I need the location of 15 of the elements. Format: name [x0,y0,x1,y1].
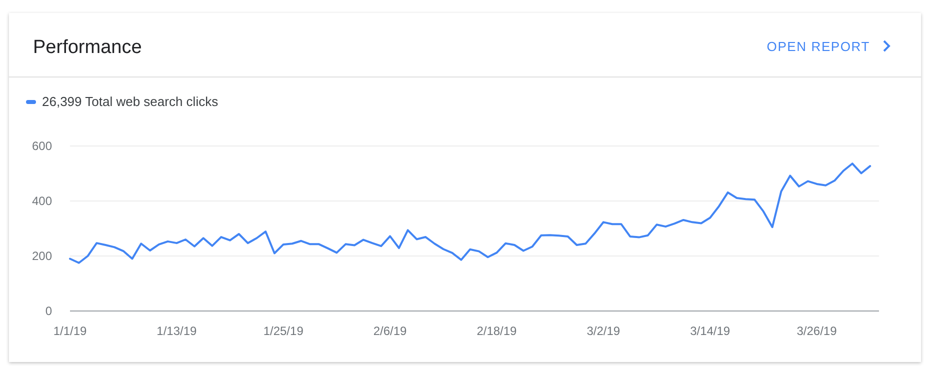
y-tick-label: 400 [32,194,52,208]
x-tick-label: 2/6/19 [373,324,408,338]
legend-label: 26,399 Total web search clicks [42,94,219,109]
x-tick-label: 1/1/19 [53,324,87,338]
x-tick-label: 1/25/19 [263,324,304,338]
chart-title: Performance [33,37,142,58]
x-tick-label: 2/18/19 [476,324,518,338]
x-tick-label: 3/26/19 [796,324,838,338]
text: OPEN REPORT [766,39,870,54]
y-tick-label: 600 [32,139,52,153]
x-tick-label: 1/13/19 [156,324,198,338]
y-tick-label: 200 [32,249,52,263]
x-tick-label: 3/14/19 [690,324,730,338]
y-tick-label: 0 [45,304,52,318]
x-tick-label: 3/2/19 [586,324,620,338]
